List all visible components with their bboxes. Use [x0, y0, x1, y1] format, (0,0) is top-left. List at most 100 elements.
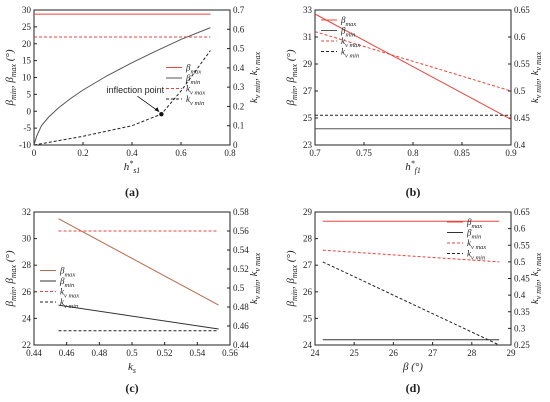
legend-label: kv min: [467, 249, 485, 262]
y2-tick-label: 0.55: [514, 240, 530, 250]
y-tick-label: 5: [27, 89, 32, 99]
plot-frame: [33, 9, 231, 146]
y2-tick-label: 0.6: [233, 24, 245, 34]
y-tick-label: 28: [303, 234, 313, 244]
y2-tick-label: 0.2: [233, 101, 244, 111]
series-line: [314, 13, 512, 120]
x-axis-label: β (°): [402, 361, 423, 373]
x-tick-label: 0.9: [505, 148, 517, 158]
legend-label: kv min: [341, 47, 359, 60]
legend-label: βmax: [340, 15, 356, 28]
x-tick-label: 0.7: [309, 148, 321, 158]
x-tick-label: 29: [507, 348, 517, 358]
series-line: [314, 31, 512, 92]
annotation-arrowhead: [154, 107, 160, 113]
y-tick-label: 10: [22, 73, 32, 83]
y2-tick-label: 0.45: [514, 113, 530, 123]
legend-label: kv min: [60, 297, 78, 310]
y-tick-label: 27: [303, 86, 313, 96]
y2-tick-label: 0.5: [233, 283, 245, 293]
y2-tick-label: 0.1: [233, 121, 244, 131]
legend-label: βmin: [466, 228, 481, 241]
y-tick-label: 32: [22, 207, 31, 217]
series-line: [58, 218, 219, 306]
x-tick-label: 0: [32, 148, 37, 158]
y-tick-label: 23: [303, 140, 313, 150]
x-tick-label: 27: [428, 348, 438, 358]
x-tick-label: 26: [389, 348, 399, 358]
y2-tick-label: 0.54: [233, 245, 249, 255]
y2-axis-label: kv min, kv max: [529, 51, 543, 103]
y2-tick-label: 0.5: [233, 44, 245, 54]
plot-frame: [314, 211, 512, 346]
legend-label: kv max: [467, 238, 486, 251]
y-tick-label: 25: [22, 22, 32, 32]
x-tick-label: 0.54: [189, 348, 205, 358]
x-axis-label: h*f1: [405, 159, 421, 175]
y-axis-label: βmin, βmax (°): [4, 49, 18, 106]
y2-tick-label: 0.52: [233, 264, 249, 274]
panel-caption: (b): [406, 185, 421, 199]
y-tick-label: 15: [22, 56, 32, 66]
y-tick-label: 29: [303, 59, 313, 69]
legend-label: βmax: [466, 217, 482, 230]
y2-tick-label: 0.3: [233, 82, 245, 92]
series-line: [322, 261, 500, 346]
y-tick-label: -10: [19, 140, 31, 150]
y2-tick-label: 0.4: [514, 140, 526, 150]
annotation-arrow: [137, 95, 159, 112]
series-line: [322, 249, 500, 263]
y2-tick-label: 0.4: [233, 63, 245, 73]
y-tick-label: 24: [22, 313, 32, 323]
y-tick-label: 25: [303, 313, 313, 323]
panel-caption: (a): [125, 185, 139, 199]
annotation-label: inflection point: [107, 85, 165, 95]
x-tick-label: 24: [311, 348, 321, 358]
y2-axis-label: kv min, kv max: [248, 252, 262, 304]
chart-panel-2: 0.7 0.75 0.8 0.85 0.9 23 25 27 29 31 33 0.4 0.45 0.5 0…: [285, 5, 543, 199]
y2-axis-label: kv min, kv max: [248, 51, 262, 103]
x-tick-label: 0.44: [26, 348, 42, 358]
x-tick-label: 0.8: [224, 148, 236, 158]
y2-tick-label: 0.3: [514, 323, 526, 333]
legend-label: kv min: [186, 94, 204, 107]
y2-tick-label: 0.4: [514, 290, 526, 300]
y-tick-label: 25: [303, 113, 313, 123]
y2-tick-label: 0.6: [514, 32, 526, 42]
legend-label: βmin: [185, 73, 200, 86]
x-axis-label: h*s1: [124, 159, 141, 175]
x-tick-label: 0.48: [91, 348, 107, 358]
legend-label: βmax: [59, 266, 75, 279]
y2-tick-label: 0.56: [233, 226, 249, 236]
x-tick-label: 0.56: [222, 348, 238, 358]
y-tick-label: 20: [22, 39, 32, 49]
legend-label: kv max: [186, 84, 205, 97]
y-tick-label: 22: [22, 340, 31, 350]
y2-tick-label: 0.44: [233, 340, 249, 350]
y2-tick-label: 0.5: [514, 257, 526, 267]
y-tick-label: 29: [303, 207, 313, 217]
y-tick-label: 0: [27, 106, 32, 116]
y-tick-label: 26: [303, 287, 313, 297]
y-axis-label: βmin, βmax (°): [4, 250, 18, 307]
chart-panel-1: 0 0.2 0.4 0.6 0.8 -10 -5 0 5 10 15 20 25 30 0 0.1 0.2 0.3…: [4, 5, 262, 199]
y-tick-label: -5: [24, 123, 32, 133]
y2-tick-label: 0.45: [514, 274, 530, 284]
y2-tick-label: 0.35: [514, 307, 530, 317]
y-tick-label: 26: [22, 287, 32, 297]
legend-label: βmin: [59, 276, 74, 289]
x-tick-label: 0.2: [77, 148, 88, 158]
y-tick-label: 27: [303, 260, 313, 270]
x-tick-label: 0.85: [454, 148, 470, 158]
y2-tick-label: 0: [233, 140, 238, 150]
series-line: [33, 50, 211, 146]
y-tick-label: 30: [22, 234, 32, 244]
y-tick-label: 24: [303, 340, 313, 350]
panel-caption: (c): [125, 381, 138, 395]
y-tick-label: 33: [303, 5, 313, 15]
y2-tick-label: 0.58: [233, 207, 249, 217]
y2-tick-label: 0.48: [233, 302, 249, 312]
